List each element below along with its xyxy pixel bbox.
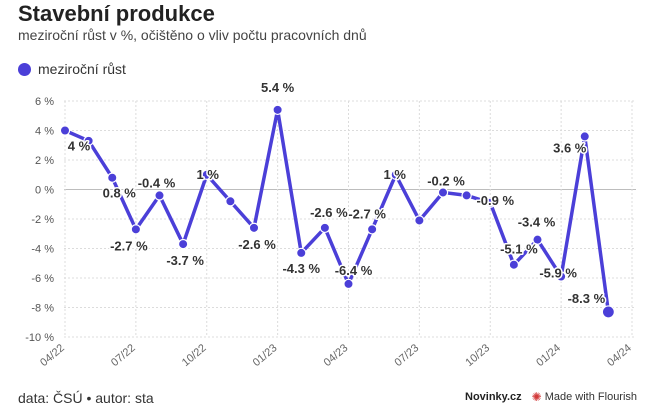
x-tick-label: 07/23: [392, 342, 421, 369]
data-point: [59, 125, 71, 136]
x-tick-label: 10/23: [463, 342, 492, 369]
y-tick-label: -8 %: [31, 303, 54, 315]
x-tick-label: 01/24: [534, 342, 563, 369]
data-label: -5.1 %: [500, 242, 538, 257]
x-tick-label: 04/24: [605, 342, 634, 369]
data-point: [390, 169, 401, 180]
data-label: 5.4 %: [261, 80, 295, 95]
data-point: [461, 190, 472, 201]
data-point: [130, 224, 142, 235]
legend-swatch-icon: [18, 62, 31, 76]
data-point: [555, 271, 567, 282]
data-label: -0.4 %: [138, 175, 176, 190]
data-point: [296, 247, 307, 259]
data-point: [532, 234, 543, 245]
data-label: -0.9 %: [476, 193, 514, 208]
chart-title: Stavební produkce: [18, 1, 215, 26]
x-tick-label: 10/22: [180, 342, 209, 369]
y-tick-label: 6 %: [35, 96, 54, 108]
data-point: [508, 259, 520, 270]
y-tick-label: 0 %: [35, 185, 54, 197]
data-label: -6.4 %: [335, 263, 373, 278]
x-tick-label: 04/23: [322, 342, 351, 369]
data-label: -3.7 %: [166, 253, 204, 268]
legend-label: meziroční růst: [38, 61, 126, 77]
data-point: [601, 305, 615, 319]
x-tick-label: 07/22: [109, 342, 138, 369]
data-point: [319, 222, 331, 234]
data-point: [485, 197, 496, 208]
flourish-credit-label: Made with Flourish: [544, 391, 638, 403]
series-line: [63, 108, 611, 314]
data-point: [366, 224, 378, 235]
data-point: [343, 278, 354, 290]
flourish-credit[interactable]: ✺ Made with Flourish: [532, 390, 637, 404]
data-point: [414, 215, 425, 226]
data-label: -8.3 %: [568, 291, 606, 306]
data-label: -2.6 %: [310, 205, 348, 220]
data-point: [107, 172, 118, 183]
data-point: [177, 238, 189, 250]
data-label: 4 %: [68, 139, 91, 154]
y-tick-label: 4 %: [35, 126, 54, 138]
data-point: [225, 196, 236, 207]
y-tick-label: -4 %: [31, 244, 54, 256]
data-point: [154, 190, 165, 201]
data-point: [83, 135, 94, 147]
data-label: 1 %: [384, 167, 407, 182]
data-label: -2.6 %: [238, 237, 276, 252]
source-note: data: ČSÚ • autor: sta: [18, 390, 154, 406]
x-tick-label: 04/22: [38, 342, 67, 369]
data-point: [248, 222, 260, 234]
data-label: 3.6 %: [553, 140, 587, 155]
legend-item[interactable]: meziroční růst: [18, 61, 126, 77]
flourish-icon: ✺: [531, 390, 542, 404]
data-point: [437, 187, 449, 198]
y-tick-label: -6 %: [31, 273, 54, 285]
data-label: -3.4 %: [518, 215, 556, 230]
data-label: 1 %: [197, 167, 220, 182]
data-label: -2.7 %: [110, 238, 148, 253]
data-point: [201, 169, 212, 180]
footer-credits: Novinky.cz ✺ Made with Flourish: [465, 390, 637, 404]
x-tick-label: 01/23: [251, 342, 280, 369]
data-label: -5.9 %: [539, 266, 577, 281]
data-point: [272, 104, 283, 116]
data-label: -0.2 %: [427, 173, 465, 188]
brand-logo[interactable]: Novinky.cz: [465, 391, 522, 403]
y-tick-label: -10 %: [25, 332, 54, 344]
data-label: -4.3 %: [282, 261, 320, 276]
data-label: -2.7 %: [348, 206, 386, 221]
chart-subtitle: meziroční růst v %, očištěno o vliv počt…: [18, 27, 367, 43]
y-tick-label: -2 %: [31, 214, 54, 226]
y-tick-label: 2 %: [35, 155, 54, 167]
data-point: [579, 131, 590, 142]
data-label: 0.8 %: [103, 186, 137, 201]
